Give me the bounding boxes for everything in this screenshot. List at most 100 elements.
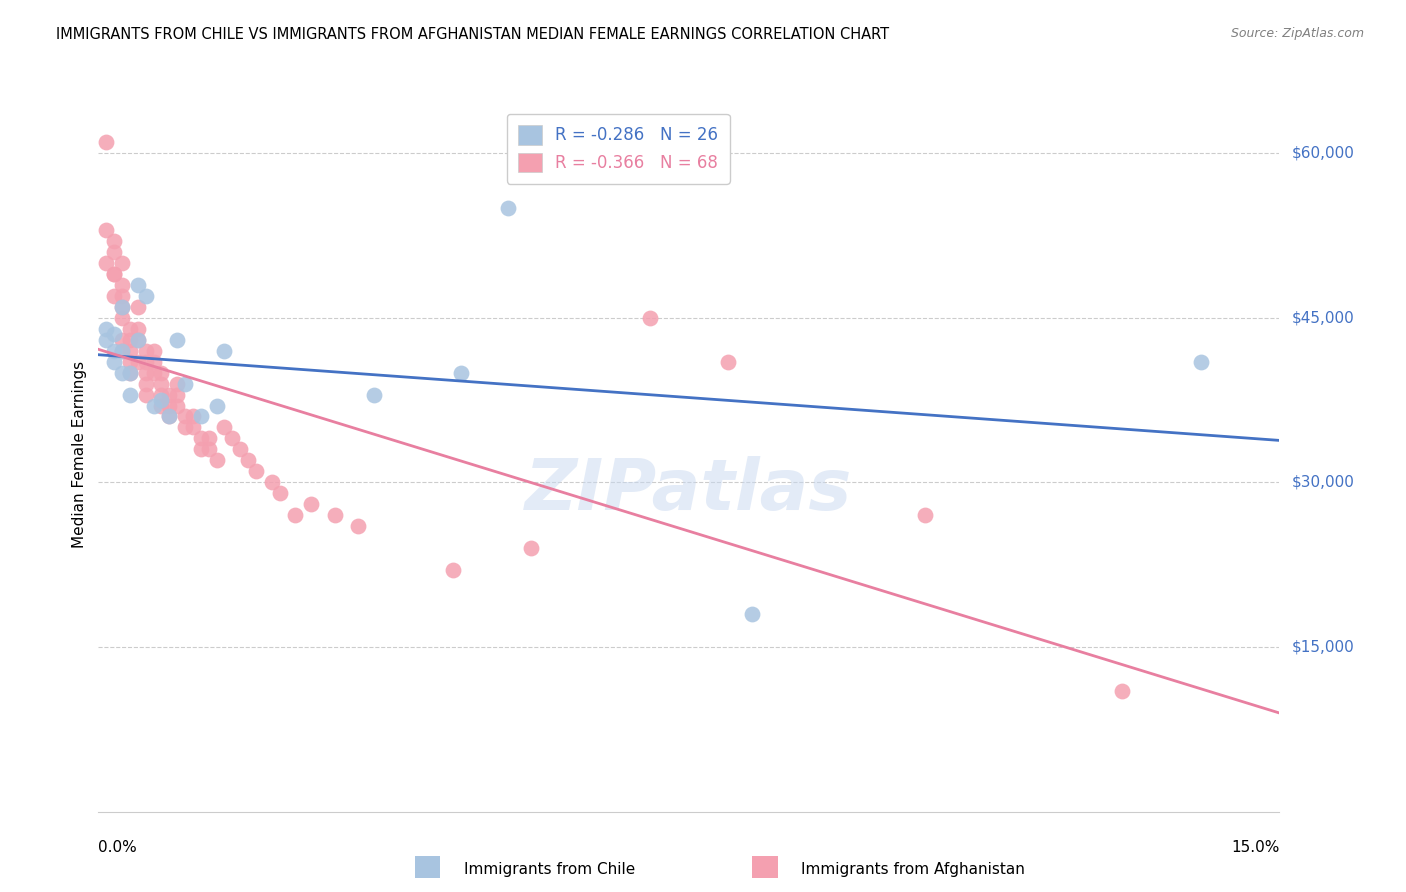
Point [118, 321, 141, 335]
Text: Immigrants from Afghanistan: Immigrants from Afghanistan [801, 863, 1025, 877]
Text: $45,000: $45,000 [1291, 310, 1354, 326]
Point [135, 387, 157, 401]
Point [284, 508, 307, 523]
Point [103, 244, 125, 259]
Point [118, 333, 141, 347]
Point [236, 453, 259, 467]
Point [441, 563, 464, 577]
Text: Source: ZipAtlas.com: Source: ZipAtlas.com [1230, 27, 1364, 40]
Point [127, 333, 149, 347]
Point [96, 321, 118, 335]
Point [166, 387, 188, 401]
Point [741, 607, 763, 621]
Point [96, 135, 118, 149]
Point [157, 387, 180, 401]
Point [142, 354, 165, 368]
Point [174, 376, 197, 391]
Text: $30,000: $30,000 [1291, 475, 1354, 490]
Legend: R = -0.286   N = 26, R = -0.366   N = 68: R = -0.286 N = 26, R = -0.366 N = 68 [506, 113, 730, 184]
Point [205, 453, 228, 467]
Text: $60,000: $60,000 [1291, 145, 1354, 161]
Point [214, 343, 236, 358]
Point [166, 399, 188, 413]
Point [111, 289, 134, 303]
Point [221, 432, 243, 446]
Point [260, 475, 283, 490]
Point [150, 366, 173, 380]
Point [135, 354, 157, 368]
Point [174, 409, 197, 424]
Point [638, 310, 661, 325]
Point [111, 310, 134, 325]
Point [118, 343, 141, 358]
Point [174, 420, 197, 434]
Point [111, 300, 134, 314]
Point [190, 432, 212, 446]
Point [142, 343, 165, 358]
Point [135, 376, 157, 391]
Point [166, 376, 188, 391]
Point [142, 366, 165, 380]
Text: ZIPatlas: ZIPatlas [526, 456, 852, 525]
Point [111, 343, 134, 358]
Point [181, 420, 204, 434]
Point [181, 409, 204, 424]
Point [96, 333, 118, 347]
Point [103, 354, 125, 368]
Point [299, 497, 322, 511]
Point [150, 399, 173, 413]
Point [127, 354, 149, 368]
Point [1189, 354, 1212, 368]
Text: $15,000: $15,000 [1291, 640, 1354, 655]
Point [520, 541, 543, 556]
Point [118, 366, 141, 380]
Point [450, 366, 472, 380]
Point [127, 321, 149, 335]
Point [269, 486, 291, 500]
Point [118, 354, 141, 368]
Point [717, 354, 740, 368]
Point [103, 289, 125, 303]
Point [245, 464, 267, 478]
Point [103, 343, 125, 358]
Point [142, 399, 165, 413]
Point [1111, 684, 1133, 698]
Point [197, 442, 219, 457]
Point [150, 376, 173, 391]
Point [103, 267, 125, 281]
Point [323, 508, 346, 523]
Text: Immigrants from Chile: Immigrants from Chile [464, 863, 636, 877]
Point [111, 333, 134, 347]
Point [127, 277, 149, 292]
Point [496, 201, 519, 215]
Point [157, 399, 180, 413]
Point [150, 387, 173, 401]
Point [135, 289, 157, 303]
Point [127, 300, 149, 314]
Point [118, 387, 141, 401]
Point [135, 343, 157, 358]
Point [197, 432, 219, 446]
Point [103, 267, 125, 281]
Point [214, 420, 236, 434]
Point [111, 343, 134, 358]
Point [190, 409, 212, 424]
Point [103, 234, 125, 248]
Point [229, 442, 252, 457]
Point [914, 508, 936, 523]
Point [96, 256, 118, 270]
Point [363, 387, 385, 401]
Point [96, 223, 118, 237]
Point [157, 409, 180, 424]
Point [111, 300, 134, 314]
Y-axis label: Median Female Earnings: Median Female Earnings [72, 361, 87, 549]
Text: IMMIGRANTS FROM CHILE VS IMMIGRANTS FROM AFGHANISTAN MEDIAN FEMALE EARNINGS CORR: IMMIGRANTS FROM CHILE VS IMMIGRANTS FROM… [56, 27, 890, 42]
Point [190, 442, 212, 457]
Point [103, 327, 125, 342]
Point [157, 409, 180, 424]
Point [205, 399, 228, 413]
Point [135, 366, 157, 380]
Point [111, 277, 134, 292]
Point [127, 333, 149, 347]
Point [347, 519, 370, 533]
